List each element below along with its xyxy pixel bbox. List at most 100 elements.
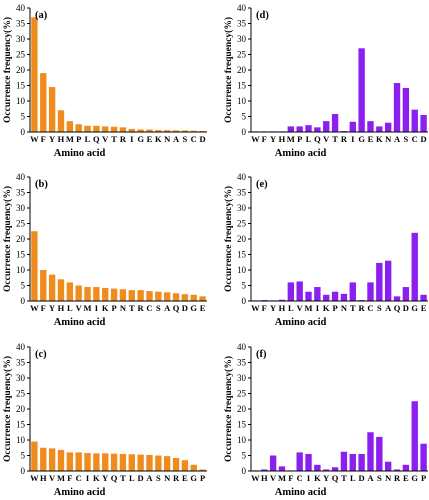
bar-e-D (402, 287, 410, 301)
bar-b-Y (48, 274, 56, 301)
x-tick-label: C (367, 303, 373, 313)
panel-label: (a) (35, 10, 48, 21)
bar-c-I (84, 453, 91, 471)
bar-a-K (155, 130, 162, 132)
bar-d-A (393, 83, 401, 132)
y-tick-label: 5 (21, 112, 26, 122)
x-tick-label: K (376, 134, 383, 144)
y-tick-label: 40 (16, 342, 26, 352)
bar-f-R (393, 469, 401, 471)
y-tick-label: 30 (16, 34, 26, 44)
bar-e-N (340, 293, 348, 301)
bar-f-T (340, 451, 348, 471)
x-tick-label: T (111, 134, 117, 144)
y-tick-label: 15 (16, 420, 26, 430)
y-tick-label: 15 (237, 250, 247, 260)
x-tick-label: C (76, 473, 82, 483)
bar-d-K (376, 126, 383, 132)
panel-e: 0 5 10 15 20 25 30 35 40 W F Y H L V M I K P N T R C S A Q D G E Amin… (223, 172, 428, 328)
bar-b-M (84, 287, 91, 301)
x-tick-label: N (120, 303, 127, 313)
x-tick-label: V (49, 473, 56, 483)
y-tick-label: 0 (21, 466, 26, 476)
bar-f-I (305, 453, 312, 471)
y-tick-label: 40 (16, 172, 26, 182)
x-tick-label: D (200, 134, 206, 144)
x-tick-label: V (270, 473, 277, 483)
x-tick-label: A (173, 134, 180, 144)
x-tick-label: V (76, 303, 83, 313)
panel-d: 0 5 10 15 20 25 30 35 40 W F Y H M P L Q V T R I G E K N A S C D Amin… (223, 3, 428, 159)
bar-f-E (402, 464, 410, 471)
x-tick-label: T (120, 473, 126, 483)
x-tick-label: W (251, 134, 260, 144)
x-tick-label: K (102, 303, 109, 313)
x-tick-label: S (377, 473, 382, 483)
bar-a-P (75, 124, 82, 132)
x-tick-label: W (30, 134, 39, 144)
y-tick-label: 5 (21, 281, 26, 291)
x-tick-label: P (332, 303, 337, 313)
x-tick-label: Q (173, 303, 180, 313)
x-tick-label: E (147, 134, 153, 144)
x-tick-label: Y (270, 134, 276, 144)
bar-b-H (57, 279, 65, 301)
x-tick-label: L (129, 473, 135, 483)
x-tick-label: G (137, 134, 144, 144)
x-tick-label: D (138, 473, 144, 483)
x-tick-label: V (297, 303, 304, 313)
x-tick-label: H (40, 473, 47, 483)
panel-a: 0 5 10 15 20 25 30 35 40 W F Y H M P L Q V T R I G E K N A S C D Amin… (2, 3, 207, 159)
x-tick-label: E (182, 473, 188, 483)
y-tick-label: 0 (242, 466, 247, 476)
bar-e-Q (393, 296, 401, 301)
x-tick-label: N (385, 134, 392, 144)
bar-f-L (349, 453, 356, 471)
bar-f-H (261, 469, 268, 471)
bar-f-Y (323, 469, 330, 471)
x-tick-label: Y (323, 473, 329, 483)
bar-f-N (384, 461, 392, 471)
x-tick-label: Y (49, 303, 55, 313)
x-tick-label: L (85, 134, 91, 144)
x-tick-label: P (297, 134, 302, 144)
bar-b-T (128, 290, 135, 301)
bar-d-C (411, 109, 418, 132)
y-tick-label: 35 (237, 19, 247, 29)
x-tick-label: H (58, 303, 65, 313)
bar-b-I (93, 287, 100, 301)
y-tick-label: 0 (242, 127, 247, 137)
x-tick-label: P (111, 303, 116, 313)
bar-f-Q (331, 467, 339, 471)
bar-d-S (402, 87, 410, 132)
x-tick-label: Q (394, 303, 401, 313)
bar-c-Y (102, 453, 109, 471)
x-tick-label: Q (93, 134, 100, 144)
bar-d-V (323, 121, 330, 132)
bar-a-H (57, 110, 65, 132)
x-tick-label: I (307, 473, 311, 483)
x-tick-label: T (341, 473, 347, 483)
bar-b-K (102, 287, 109, 301)
y-tick-label: 10 (16, 435, 26, 445)
x-tick-label: P (421, 473, 426, 483)
bar-d-P (296, 126, 303, 132)
x-tick-label: G (190, 473, 197, 483)
y-tick-label: 30 (16, 373, 26, 383)
y-tick-label: 5 (242, 281, 247, 291)
bar-c-H (40, 447, 47, 471)
x-tick-label: W (30, 473, 39, 483)
y-tick-label: 20 (16, 404, 26, 414)
x-tick-label: A (385, 303, 392, 313)
bar-d-E (367, 121, 374, 132)
bar-a-L (84, 125, 91, 132)
x-tick-label: K (155, 134, 162, 144)
bar-d-I (349, 121, 356, 132)
x-tick-label: S (404, 134, 409, 144)
bar-a-W (31, 17, 38, 132)
bar-f-C (296, 452, 303, 471)
bar-d-T (331, 114, 339, 132)
x-tick-label: N (341, 303, 348, 313)
y-tick-label: 10 (16, 96, 26, 106)
y-axis-label: Occurrence frequency(%) (2, 17, 13, 123)
